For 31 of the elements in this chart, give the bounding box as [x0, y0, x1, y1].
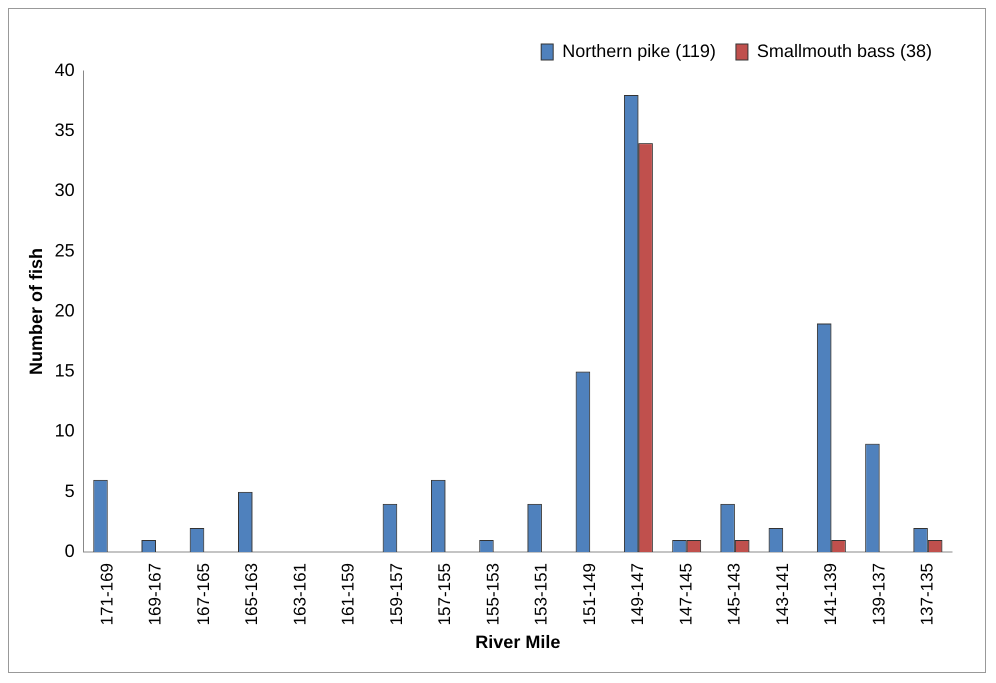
x-tick-label: 167-165: [194, 563, 213, 626]
x-tick-label: 169-167: [146, 563, 165, 626]
y-tick-label: 20: [54, 300, 75, 320]
y-tick-label: 25: [54, 240, 75, 260]
y-tick-label: 10: [54, 420, 75, 441]
y-tick-label: 35: [54, 120, 75, 140]
x-tick-label: 165-163: [242, 563, 262, 626]
legend-label: Northern pike (119): [562, 40, 716, 61]
x-tick-label: 155-153: [483, 563, 502, 626]
x-tick-label: 157-155: [435, 563, 454, 626]
x-tick-label: 163-161: [290, 563, 310, 626]
x-tick-label: 153-151: [532, 563, 551, 626]
x-tick-label: 159-157: [386, 563, 406, 626]
x-tick-label: 143-141: [772, 563, 792, 626]
x-tick-label: 151-149: [580, 563, 599, 626]
x-tick-label: 137-135: [918, 563, 937, 626]
x-tick-label: 161-159: [338, 563, 358, 626]
x-tick-label: 171-169: [97, 563, 116, 626]
x-tick-label: 149-147: [628, 563, 648, 626]
x-tick-label: 141-139: [821, 563, 840, 626]
x-tick-label: 147-145: [676, 563, 696, 626]
y-tick-label: 40: [54, 60, 75, 80]
legend-label: Smallmouth bass (38): [756, 40, 932, 61]
x-axis-title: River Mile: [475, 632, 560, 652]
x-tick-label: 139-137: [869, 563, 888, 626]
y-tick-label: 0: [64, 540, 75, 561]
y-tick-label: 15: [54, 360, 75, 381]
y-tick-label: 30: [54, 180, 75, 200]
y-tick-label: 5: [64, 480, 75, 501]
x-tick-label: 145-143: [724, 563, 744, 626]
y-axis-title: Number of fish: [26, 248, 46, 376]
